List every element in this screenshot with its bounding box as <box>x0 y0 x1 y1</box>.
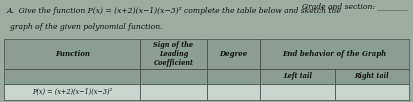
Text: graph of the given polynomial function.: graph of the given polynomial function. <box>10 23 163 31</box>
Text: A.  Give the function P(x) = (x+2)(x−1)(x−3)² complete the table below and sketc: A. Give the function P(x) = (x+2)(x−1)(x… <box>6 7 341 15</box>
Text: P(x) = (x+2)(x−1)(x−3)²: P(x) = (x+2)(x−1)(x−3)² <box>32 88 112 96</box>
Text: Degree: Degree <box>219 50 247 58</box>
Text: End behavior of the Graph: End behavior of the Graph <box>282 50 387 58</box>
Text: Right tail: Right tail <box>354 73 389 80</box>
Text: Sign of the
Leading
Coefficient: Sign of the Leading Coefficient <box>154 41 193 67</box>
Text: Left tail: Left tail <box>283 73 312 80</box>
Text: Function: Function <box>55 50 90 58</box>
Text: Grade and section: ________: Grade and section: ________ <box>302 2 409 10</box>
